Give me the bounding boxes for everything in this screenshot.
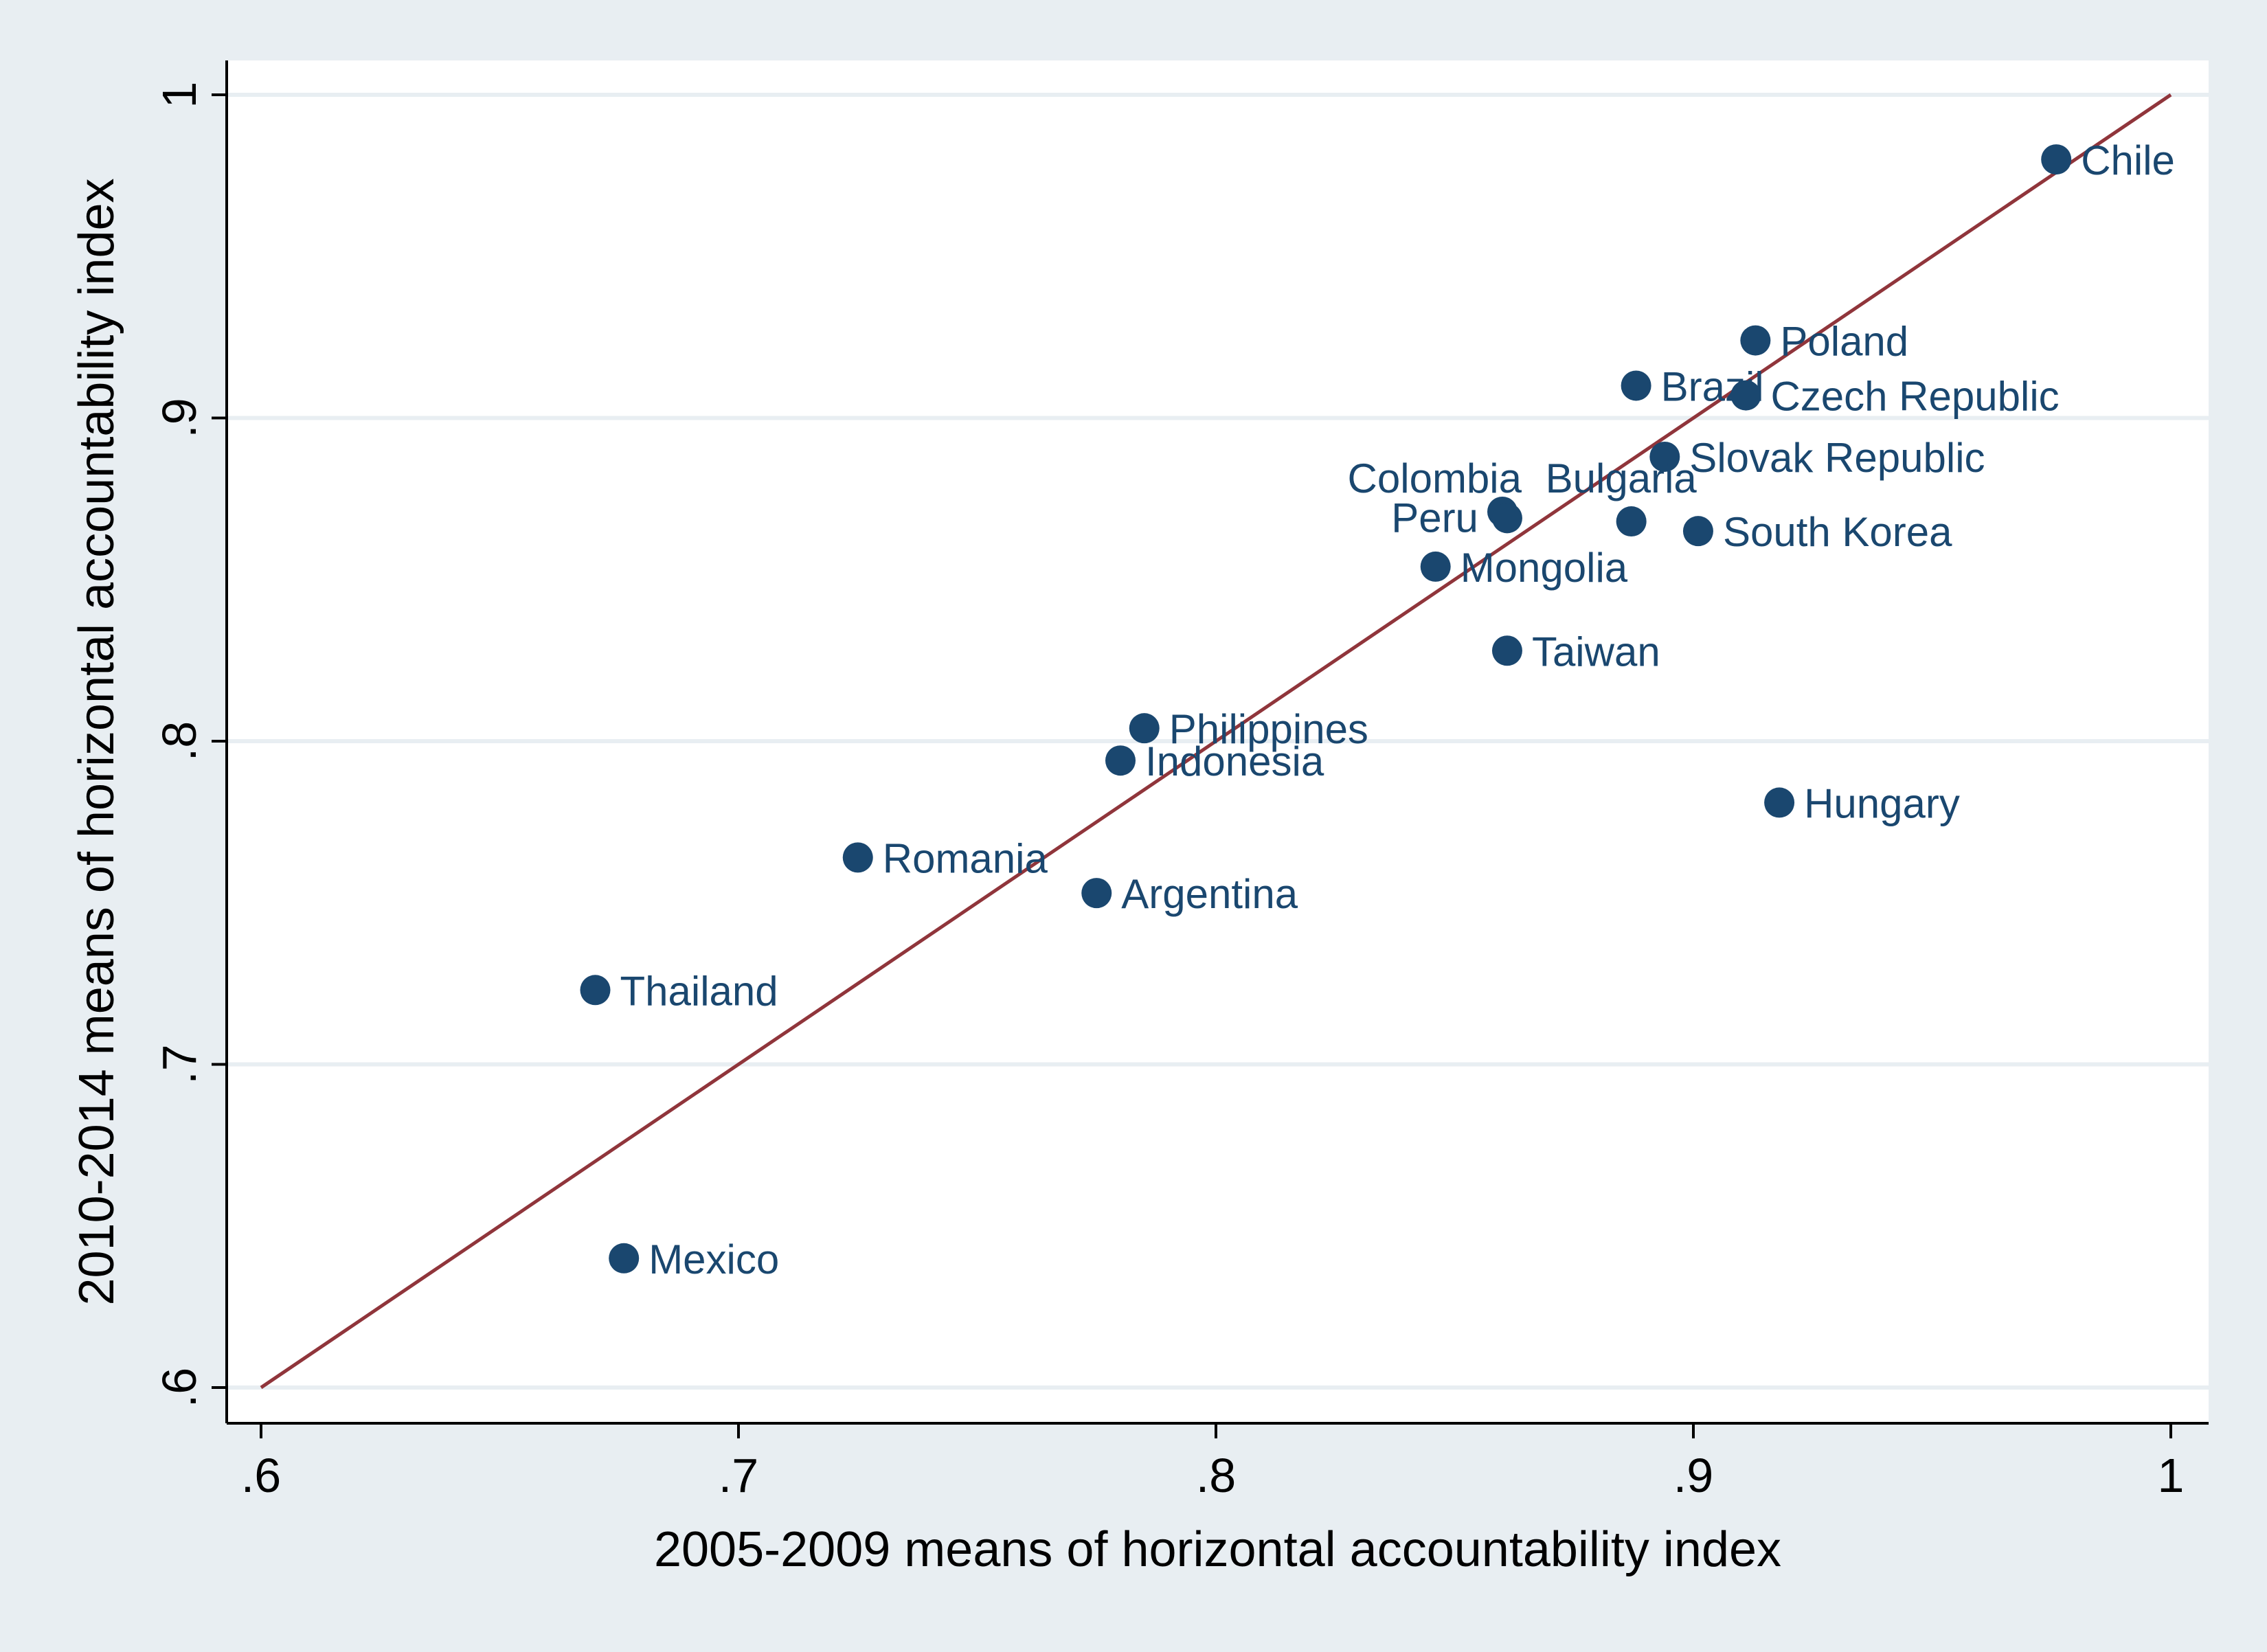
data-point (842, 842, 873, 873)
point-label: Bulgaria (1546, 455, 1698, 501)
x-tick-label: 1 (2158, 1449, 2185, 1502)
point-label: Slovak Republic (1689, 435, 1985, 481)
point-label: Argentina (1121, 871, 1298, 917)
point-label: Chile (2081, 137, 2175, 183)
x-tick-label: .9 (1673, 1449, 1713, 1502)
axes: .6 .7 .8 .9 1 .6 .7 .8 .9 1 (153, 60, 2209, 1502)
y-tick-label: 1 (153, 82, 206, 109)
point-label: Philippines (1169, 706, 1368, 752)
data-point (1081, 878, 1112, 909)
data-point (1621, 370, 1651, 401)
data-point (2041, 144, 2072, 175)
point-label: Indonesia (1145, 738, 1324, 784)
point-label: Colombia (1348, 455, 1522, 501)
data-point (1129, 713, 1160, 744)
point-label: South Korea (1723, 509, 1952, 555)
y-tick-label: .7 (153, 1044, 206, 1084)
point-label: Mongolia (1460, 545, 1628, 591)
x-axis-title: 2005-2009 means of horizontal accountabi… (654, 1522, 1781, 1577)
data-point (1682, 516, 1713, 547)
point-label: Mexico (648, 1236, 779, 1282)
x-tick-label: .6 (241, 1449, 281, 1502)
point-label: Czech Republic (1770, 374, 2059, 420)
y-tick-label: .6 (153, 1368, 206, 1407)
x-tick-label: .7 (719, 1449, 758, 1502)
y-tick-label: .9 (153, 398, 206, 438)
point-label: Thailand (620, 968, 778, 1014)
data-point (609, 1243, 640, 1274)
data-point (1105, 745, 1136, 776)
point-label: Hungary (1804, 780, 1960, 826)
y-axis-title: 2010-2014 means of horizontal accountabi… (69, 178, 124, 1305)
data-point (1420, 551, 1451, 582)
data-point (1740, 325, 1771, 356)
data-point (1491, 503, 1522, 534)
data-point (1616, 506, 1647, 537)
point-label: Peru (1391, 495, 1478, 541)
reference-line-layer (260, 93, 2172, 1390)
y-tick-label: .8 (153, 721, 206, 761)
x-tick-label: .8 (1196, 1449, 1236, 1502)
point-label: Poland (1780, 319, 1908, 365)
data-point (1649, 441, 1680, 472)
reference-line (260, 93, 2172, 1390)
data-point (1764, 787, 1795, 818)
data-point (1491, 635, 1522, 666)
data-point (1730, 380, 1761, 411)
point-label: Taiwan (1532, 629, 1660, 675)
point-label: Romania (883, 835, 1048, 881)
data-point (580, 975, 611, 1006)
